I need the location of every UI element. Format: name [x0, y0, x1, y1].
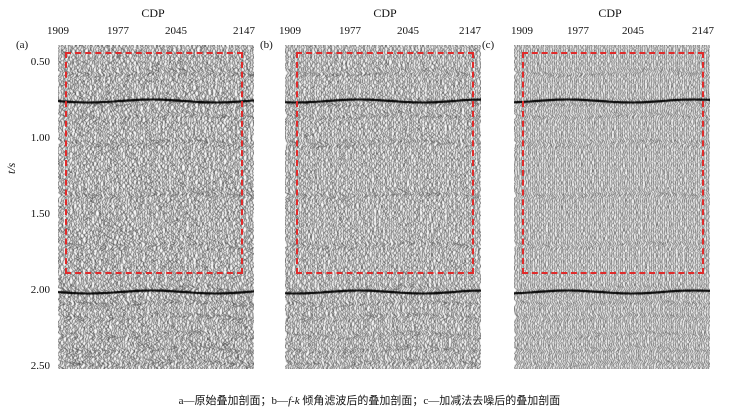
- seismic-traces-a: [58, 45, 254, 369]
- cdp-title-a: CDP: [141, 6, 165, 20]
- cdp-tick-1977-b: 1977: [339, 25, 361, 37]
- panel-a: CDP 1909 1977 2045 2147 (a): [16, 0, 258, 380]
- figure-caption: a—原始叠加剖面；b—f-k 倾角滤波后的叠加剖面；c—加减法去噪后的叠加剖面: [0, 392, 739, 408]
- seismic-traces-c: [514, 45, 710, 369]
- caption-fk: f-k: [288, 395, 300, 407]
- time-axis-title: t/s: [4, 162, 18, 174]
- cdp-tick-2045-b: 2045: [397, 25, 419, 37]
- panel-b: CDP 1909 1977 2045 2147 (b): [260, 0, 490, 380]
- cdp-tick-1977-c: 1977: [567, 25, 589, 37]
- panel-label-c: (c): [482, 39, 495, 51]
- cdp-tick-2147-a: 2147: [233, 25, 255, 37]
- cdp-tick-2045-a: 2045: [165, 25, 187, 37]
- seismic-section-c: [514, 45, 710, 369]
- cdp-tick-1909-a: 1909: [47, 25, 69, 37]
- cdp-title-b: CDP: [373, 6, 397, 20]
- caption-part-2: 倾角滤波后的叠加剖面；c—加减法去噪后的叠加剖面: [299, 395, 561, 407]
- cdp-tick-1909-c: 1909: [511, 25, 533, 37]
- cdp-tick-1909-b: 1909: [279, 25, 301, 37]
- cdp-title-c: CDP: [598, 6, 622, 20]
- time-tick-150: 1.50: [30, 208, 50, 220]
- cdp-tick-2147-c: 2147: [692, 25, 714, 37]
- seismic-traces-b: [285, 45, 481, 369]
- time-tick-250: 2.50: [30, 360, 50, 372]
- caption-part-1: a—原始叠加剖面；b—: [178, 395, 289, 407]
- cdp-tick-2147-b: 2147: [459, 25, 481, 37]
- time-tick-100: 1.00: [30, 132, 50, 144]
- seismic-section-a: [58, 45, 254, 369]
- time-tick-200: 2.00: [30, 284, 50, 296]
- cdp-tick-2045-c: 2045: [622, 25, 644, 37]
- time-tick-050: 0.50: [30, 56, 50, 68]
- panel-label-a: (a): [16, 39, 29, 51]
- panel-c: CDP 1909 1977 2045 2147 (c): [482, 0, 715, 380]
- seismic-section-b: [285, 45, 481, 369]
- panel-label-b: (b): [260, 39, 273, 51]
- cdp-tick-1977-a: 1977: [107, 25, 129, 37]
